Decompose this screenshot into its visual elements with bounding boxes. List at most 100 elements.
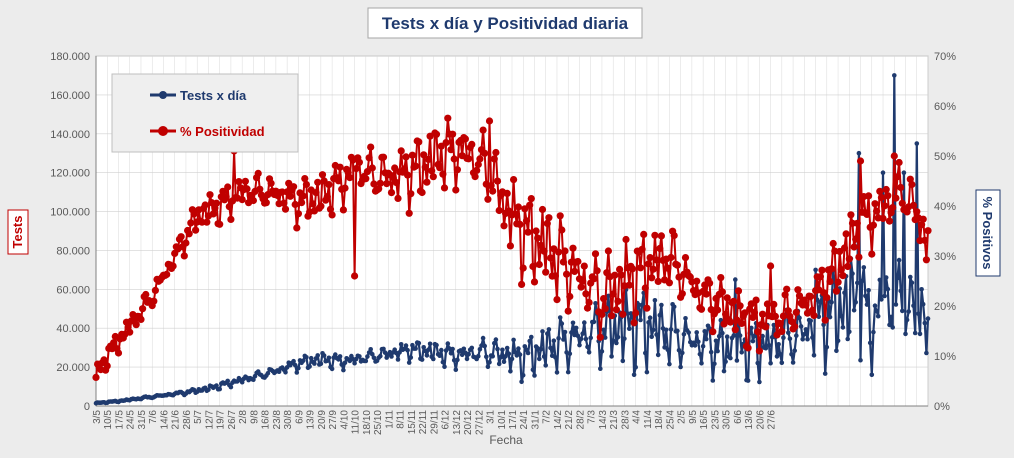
data-point-tests — [779, 360, 785, 366]
data-point-tests — [525, 350, 531, 356]
data-point-positividad — [869, 221, 878, 229]
data-point-tests — [389, 354, 394, 359]
data-point-tests — [614, 340, 619, 346]
data-point-tests — [676, 348, 682, 353]
data-point-positividad — [546, 254, 555, 262]
data-point-positividad — [440, 184, 449, 192]
data-point-tests — [789, 351, 794, 357]
data-point-tests — [496, 361, 502, 367]
data-point-tests — [824, 344, 830, 350]
data-point-tests — [522, 344, 528, 349]
data-point-tests — [439, 347, 444, 353]
axes: 0 20.000 40.000 60.000 80.000 100.000 120.000 1… — [50, 51, 956, 435]
data-point-tests — [517, 352, 523, 357]
data-point-positividad — [795, 292, 804, 300]
data-point-positividad — [362, 175, 370, 183]
data-point-tests — [731, 333, 736, 338]
data-point-tests — [861, 265, 867, 270]
data-point-tests — [924, 350, 929, 356]
x-tick-label: 9/5 — [688, 410, 699, 424]
data-point-positividad — [619, 310, 627, 318]
data-point-positividad — [535, 260, 543, 269]
data-point-tests — [577, 342, 582, 348]
data-point-positividad — [243, 185, 251, 193]
data-point-positividad — [889, 204, 897, 212]
data-point-positividad — [834, 278, 842, 286]
data-point-positividad — [604, 247, 613, 255]
data-point-tests — [214, 383, 219, 388]
data-point-tests — [337, 354, 343, 359]
data-point-tests — [450, 346, 455, 352]
data-point-tests — [872, 303, 878, 309]
data-point-positividad — [601, 305, 609, 313]
data-point-positividad — [432, 130, 441, 138]
data-point-positividad — [744, 344, 752, 352]
data-point-positividad — [365, 154, 373, 162]
data-point-positividad — [802, 301, 810, 309]
data-point-tests — [811, 353, 817, 358]
data-point-positividad — [640, 230, 648, 238]
data-point-positividad — [558, 226, 566, 234]
data-point-tests — [883, 275, 889, 280]
data-point-tests — [859, 278, 865, 284]
y2-tick-label: 50% — [934, 151, 956, 163]
data-point-tests — [352, 360, 357, 366]
x-tick-label: 5/7 — [193, 410, 204, 424]
data-point-tests — [421, 345, 427, 350]
x-tick-label: 7/6 — [148, 410, 159, 424]
data-point-positividad — [177, 233, 185, 241]
data-point-positividad — [407, 190, 415, 198]
data-point-tests — [405, 347, 410, 353]
data-point-tests — [850, 271, 855, 276]
data-point-tests — [455, 357, 460, 363]
data-point-positividad — [190, 210, 198, 218]
data-point-positividad — [461, 135, 469, 143]
x-tick-label: 25/4 — [665, 410, 676, 430]
data-point-positividad — [524, 228, 532, 236]
data-point-tests — [840, 325, 846, 330]
data-point-positividad — [487, 182, 495, 190]
data-point-tests — [300, 358, 306, 364]
x-tick-label: 14/6 — [159, 410, 170, 430]
data-point-tests — [906, 309, 911, 314]
data-point-tests — [893, 302, 899, 307]
data-point-positividad — [879, 214, 887, 222]
data-point-positividad — [468, 140, 476, 148]
data-point-positividad — [895, 158, 903, 167]
data-point-positividad — [421, 163, 429, 171]
x-tick-label: 14/2 — [553, 410, 564, 430]
data-point-positividad — [697, 305, 706, 313]
x-tick-label: 30/5 — [722, 410, 733, 430]
data-point-tests — [898, 288, 903, 294]
data-point-positividad — [339, 206, 347, 214]
data-point-positividad — [514, 203, 523, 211]
x-tick-label: 14/3 — [598, 410, 609, 430]
data-point-tests — [781, 335, 786, 341]
x-tick-label: 27/9 — [328, 410, 339, 430]
data-point-tests — [643, 350, 648, 356]
data-point-tests — [492, 340, 497, 346]
data-point-tests — [440, 359, 446, 365]
data-point-tests — [896, 257, 902, 263]
data-point-positividad — [509, 176, 518, 184]
data-point-positividad — [770, 300, 778, 308]
data-point-tests — [553, 355, 558, 360]
data-point-tests — [638, 317, 643, 323]
data-point-positividad — [651, 231, 659, 239]
data-point-positividad — [840, 244, 849, 252]
data-point-positividad — [280, 199, 288, 207]
data-point-tests — [798, 324, 804, 329]
data-point-positividad — [262, 199, 270, 207]
data-point-tests — [683, 316, 688, 321]
data-point-positividad — [752, 296, 760, 304]
data-point-positividad — [325, 181, 333, 189]
data-point-tests — [659, 302, 664, 308]
data-point-positividad — [924, 227, 932, 235]
data-point-positividad — [132, 321, 140, 329]
data-point-tests — [745, 378, 751, 383]
x-tick-label: 6/12 — [441, 410, 452, 430]
data-point-positividad — [842, 230, 850, 238]
data-point-positividad — [783, 285, 791, 293]
data-point-tests — [700, 343, 706, 349]
data-point-positividad — [428, 167, 436, 175]
